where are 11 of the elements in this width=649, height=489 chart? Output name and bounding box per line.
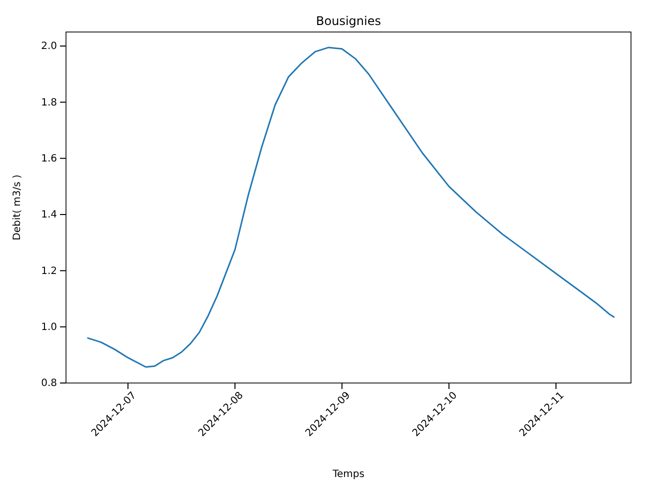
x-axis-title: Temps [332, 469, 364, 480]
line-series [87, 46, 615, 368]
y-tick-label: 1.2 [41, 266, 57, 277]
y-tick-label: 1.8 [41, 97, 57, 108]
y-tick-label: 1.0 [41, 322, 57, 334]
y-tick-label: 1.4 [41, 210, 57, 221]
chart-title: Bousignies [316, 14, 381, 28]
y-axis-title: Debit( m3/s ) [12, 174, 23, 240]
y-tick-label: 2.0 [41, 41, 57, 52]
y-tick-label: 0.8 [41, 378, 57, 390]
y-tick-label: 1.6 [41, 154, 57, 165]
